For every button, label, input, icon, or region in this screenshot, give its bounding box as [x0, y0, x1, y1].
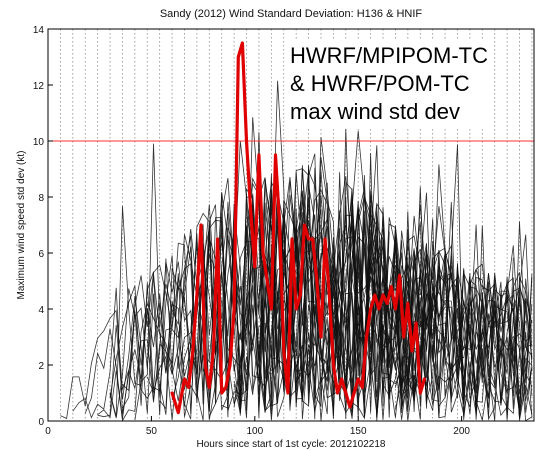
chart-title: Sandy (2012) Wind Standard Deviation: H1…	[160, 8, 423, 20]
ensemble-series-line	[134, 143, 427, 421]
annotation-box: HWRF/MPIPOM-TC & HWRF/POM-TC max wind st…	[288, 40, 492, 128]
x-axis-label: Hours since start of 1st cycle: 20121022…	[197, 439, 386, 450]
ensemble-series-line	[295, 197, 533, 421]
annotation-line-1: HWRF/MPIPOM-TC	[290, 43, 488, 68]
y-tick-label: 2	[38, 361, 44, 372]
y-tick-label: 14	[33, 25, 45, 36]
y-axis-ticks: 0 2 4 6 8 10 12 14	[33, 25, 53, 428]
ensemble-series-line	[97, 164, 322, 418]
ensemble-series-line	[295, 171, 533, 420]
y-tick-label: 4	[38, 305, 44, 316]
plot-frame	[47, 28, 535, 422]
x-tick-label: 200	[453, 426, 470, 437]
ensemble-series-line	[159, 177, 415, 412]
y-tick-label: 12	[33, 81, 45, 92]
x-tick-label: 100	[246, 426, 263, 437]
annotation-line-3: max wind std dev	[290, 99, 460, 124]
x-tick-label: 0	[45, 426, 51, 437]
highlight-series-line	[170, 41, 426, 415]
x-tick-label: 50	[146, 426, 158, 437]
y-tick-label: 6	[38, 249, 44, 260]
y-tick-label: 0	[38, 417, 44, 428]
ensemble-series-line	[345, 201, 533, 420]
y-tick-label: 8	[38, 193, 44, 204]
x-tick-label: 150	[350, 426, 367, 437]
ensemble-series-line	[345, 196, 533, 421]
ensemble-series-line	[345, 187, 533, 413]
highlight-series-group	[170, 41, 426, 415]
y-axis-label: Maximum wind speed std dev (kt)	[16, 151, 27, 300]
y-tick-label: 10	[33, 137, 45, 148]
x-axis-ticks: 0 50 100 150 200	[45, 416, 470, 437]
ensemble-series-line	[184, 172, 465, 420]
ensemble-series-line	[233, 153, 452, 405]
ensemble-series-line	[109, 219, 297, 412]
annotation-line-2: & HWRF/POM-TC	[290, 71, 470, 96]
